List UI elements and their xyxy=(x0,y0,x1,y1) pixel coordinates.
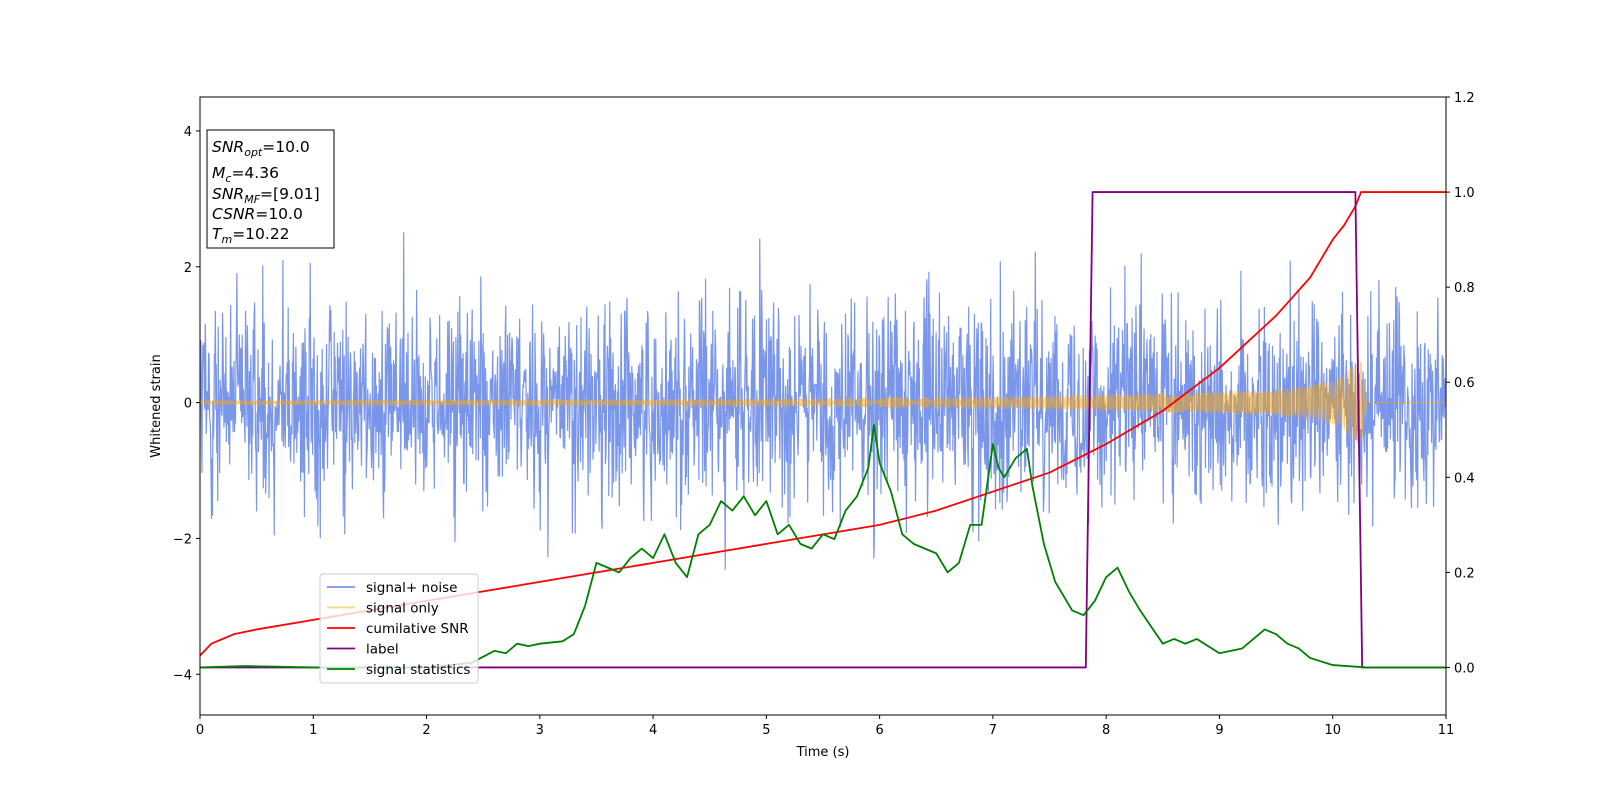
x-tick-label: 7 xyxy=(989,723,997,738)
tm-label: Tm=10.22 xyxy=(212,225,290,246)
x-tick-label: 5 xyxy=(762,723,770,738)
y-tick-label: −4 xyxy=(173,668,192,683)
info-box-frame xyxy=(206,129,335,249)
x-tick-label: 1 xyxy=(309,723,317,738)
y2-tick-label: 0.6 xyxy=(1454,376,1475,391)
legend-label: label xyxy=(366,642,399,658)
axes-frame xyxy=(199,96,1447,716)
y2-tick-label: 1.2 xyxy=(1454,91,1475,106)
snr-mf-value: =[9.01] xyxy=(260,185,320,203)
y-tick-label: 0 xyxy=(184,397,192,412)
legend-frame xyxy=(319,573,479,684)
csnr-label: CSNR=10.0 xyxy=(212,205,303,223)
y2-tick-label: 0.4 xyxy=(1454,471,1475,486)
series-signal-only-line xyxy=(200,358,1446,447)
y-tick-label: 2 xyxy=(184,261,192,276)
legend-label: signal statistics xyxy=(366,662,470,678)
y2-tick-label: 0.2 xyxy=(1454,566,1475,581)
x-tick-label: 0 xyxy=(196,723,204,738)
x-tick-label: 4 xyxy=(649,723,657,738)
x-tick-label: 3 xyxy=(536,723,544,738)
ticks: 0 1 2 3 4 5 6 7 8 9 10 11 −4 −2 0 2 4 0.0 0.2 0.4 0.6 0.8 1.0 1… xyxy=(173,91,1475,738)
series-signal-noise-line xyxy=(200,232,1446,570)
legend-label: cumilative SNR xyxy=(366,621,469,637)
csnr-value: =10.0 xyxy=(255,205,303,223)
x-tick-label: 6 xyxy=(875,723,883,738)
mc-value: =4.36 xyxy=(231,164,279,182)
snr-opt-label: SNRopt=10.0 xyxy=(212,138,310,159)
y2-tick-label: 0.0 xyxy=(1454,661,1475,676)
series-signal-statistics-line xyxy=(200,424,1446,669)
y2-tick-label: 1.0 xyxy=(1454,186,1475,201)
x-tick-label: 2 xyxy=(422,723,430,738)
snr-mf-label: SNRMF=[9.01] xyxy=(212,185,320,206)
y-tick-label: −2 xyxy=(173,532,192,547)
legend-label: signal only xyxy=(366,601,439,617)
x-tick-label: 11 xyxy=(1438,723,1455,738)
snr-opt-value: =10.0 xyxy=(262,138,310,156)
x-tick-label: 10 xyxy=(1324,723,1341,738)
x-axis-label: Time (s) xyxy=(796,745,850,760)
y-tick-label: 4 xyxy=(184,125,192,140)
info-box: SNRopt=10.0 Mc=4.36 SNRMF=[9.01] CSNR=10… xyxy=(206,129,335,249)
mc-label: Mc=4.36 xyxy=(212,164,279,185)
x-tick-label: 8 xyxy=(1102,723,1110,738)
tm-value: =10.22 xyxy=(232,225,289,243)
legend-label: signal+ noise xyxy=(366,580,457,596)
legend: signal+ noise signal only cumilative SNR la… xyxy=(319,573,479,684)
y-axis-label: Whitened strain xyxy=(149,354,164,457)
x-tick-label: 9 xyxy=(1215,723,1223,738)
y2-tick-label: 0.8 xyxy=(1454,281,1475,296)
